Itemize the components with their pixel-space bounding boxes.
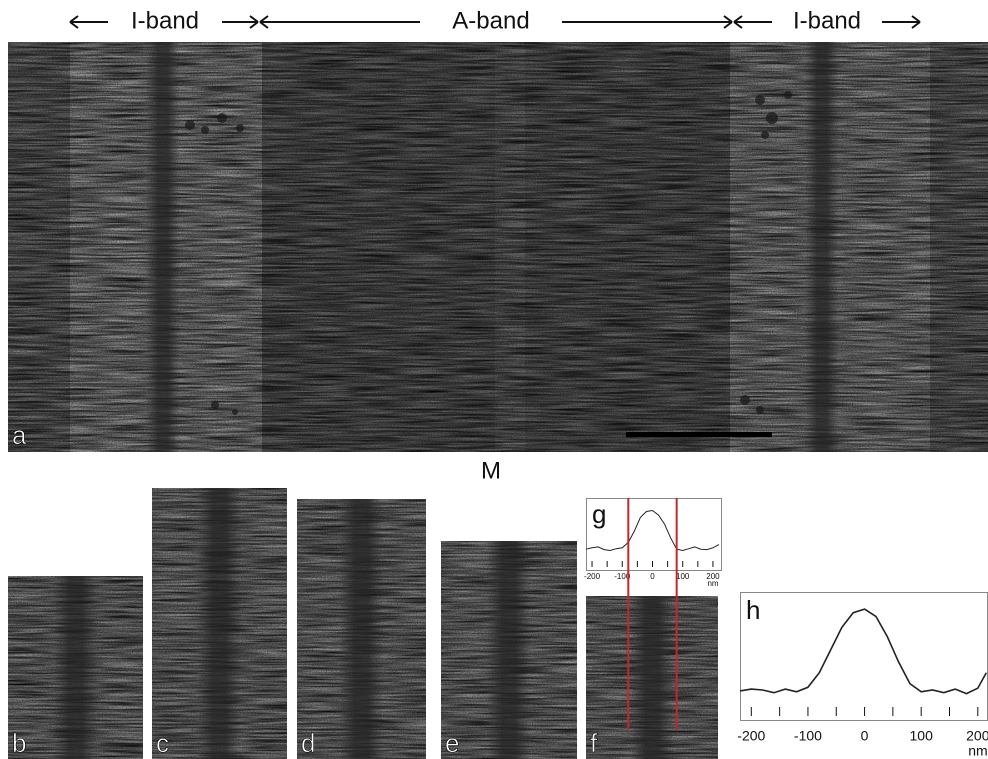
panel-label: c — [156, 728, 169, 758]
x-tick-label: 200 — [966, 728, 988, 744]
x-tick-label: -200 — [737, 728, 765, 744]
panel-label: b — [12, 728, 26, 758]
band-label: I-band — [131, 7, 199, 34]
x-tick-label: 100 — [676, 572, 690, 581]
band-label: I-band — [793, 7, 861, 34]
band-label: A-band — [452, 7, 529, 34]
x-tick-label: 200 — [706, 572, 720, 581]
x-tick-label: 100 — [910, 728, 934, 744]
z-line — [197, 488, 242, 759]
x-tick-label: -100 — [614, 572, 631, 581]
panel-label: g — [592, 499, 606, 529]
panel-label: a — [12, 420, 27, 450]
panel-label: f — [590, 728, 598, 758]
z-line — [339, 499, 384, 759]
panel-label: h — [746, 595, 760, 625]
x-tick-label: -100 — [794, 728, 822, 744]
axis-unit: nm — [968, 743, 987, 759]
x-tick-label: 0 — [650, 572, 655, 581]
plot-frame — [586, 498, 722, 571]
scale-bar — [626, 432, 772, 437]
profile-line — [739, 608, 988, 695]
x-tick-label: -200 — [584, 572, 601, 581]
z-line — [53, 576, 98, 759]
panel-label: e — [445, 728, 459, 758]
x-tick-label: 0 — [861, 728, 869, 744]
plot-frame — [740, 592, 988, 721]
z-line — [630, 596, 674, 759]
panel-label: d — [301, 728, 315, 758]
profile-line — [585, 509, 720, 552]
band-arrows — [69, 15, 921, 29]
m-line-label: M — [481, 457, 501, 484]
axis-unit: nm — [707, 579, 718, 588]
z-line — [487, 541, 531, 759]
micrograph — [8, 42, 988, 452]
